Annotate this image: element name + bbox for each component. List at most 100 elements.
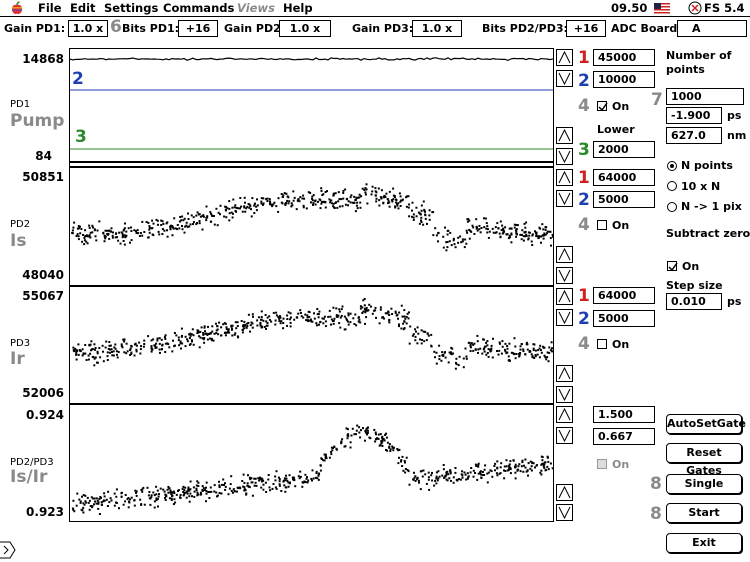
data-point	[500, 352, 503, 355]
data-point	[345, 198, 348, 201]
pd3-upper-gate-field[interactable]: 64000	[593, 287, 655, 304]
pd3-lower-up-arrow-button[interactable]	[556, 365, 573, 382]
number-of-points-field[interactable]: 1000	[666, 88, 744, 105]
data-point	[155, 499, 158, 502]
pd2-lower-down-arrow-button[interactable]	[556, 267, 573, 284]
data-point	[358, 193, 361, 196]
menu-settings[interactable]: Settings	[104, 1, 159, 15]
start-button[interactable]: Start	[666, 503, 742, 523]
data-point	[357, 320, 360, 323]
data-point	[514, 229, 517, 232]
data-point	[420, 342, 423, 345]
data-point	[251, 197, 254, 200]
ratio-lower-down-arrow-button[interactable]	[556, 504, 573, 521]
data-point	[435, 477, 438, 480]
position-field[interactable]: -1.900	[666, 107, 722, 124]
data-point	[474, 472, 476, 474]
data-point	[266, 322, 269, 324]
pd3-down-arrow-button[interactable]	[556, 309, 573, 326]
pd1-down-arrow-button[interactable]	[556, 70, 573, 87]
data-point	[328, 309, 331, 312]
data-point	[504, 226, 507, 229]
ratio-upper-gate-field[interactable]: 1.500	[593, 406, 655, 423]
gain-pd1-field[interactable]: 1.0 x	[68, 20, 108, 37]
bits-pd1-field[interactable]: +16	[178, 20, 218, 37]
ratio-up-arrow-button[interactable]	[556, 406, 573, 423]
data-point	[85, 240, 88, 243]
pd1-upper-gate-field[interactable]: 45000	[593, 49, 655, 66]
pd3-gate-marker-1: 1	[578, 286, 590, 306]
data-point	[89, 343, 92, 346]
pd1-on-checkbox[interactable]	[597, 101, 608, 112]
data-point	[93, 228, 96, 231]
data-point	[193, 495, 196, 498]
n-points-radio[interactable]	[667, 161, 677, 171]
wavelength-field[interactable]: 627.0	[666, 127, 722, 144]
data-point	[243, 486, 246, 489]
data-point	[252, 315, 254, 318]
subtract-zero-checkbox[interactable]	[667, 261, 678, 272]
10xn-radio[interactable]	[667, 181, 677, 191]
app-icon[interactable]	[688, 1, 702, 15]
pd2-up-arrow-button[interactable]	[556, 169, 573, 186]
us-flag-icon[interactable]	[654, 3, 670, 14]
menu-file[interactable]: File	[38, 1, 62, 15]
data-point	[490, 344, 493, 347]
menu-help[interactable]: Help	[283, 1, 313, 15]
pd2-lower-gate-field[interactable]: 5000	[593, 191, 655, 208]
n-to-1pix-radio[interactable]	[667, 202, 677, 212]
data-point	[453, 243, 456, 246]
pd1-lower-threshold-field[interactable]: 2000	[593, 141, 655, 158]
adc-board-field[interactable]: A	[677, 20, 747, 37]
data-point	[255, 205, 258, 208]
data-point	[187, 218, 190, 220]
exit-button[interactable]: Exit	[666, 533, 742, 553]
pd2-on-checkbox[interactable]	[597, 220, 607, 230]
gain-pd3-field[interactable]: 1.0 x	[412, 20, 462, 37]
pd3-gate-marker-2: 2	[578, 309, 590, 329]
pd3-on-checkbox[interactable]	[597, 339, 607, 349]
autoset-gate-button[interactable]: AutoSetGate	[666, 414, 746, 434]
data-point	[97, 502, 100, 505]
gain-pd2-field[interactable]: 1.0 x	[279, 20, 331, 37]
data-point	[287, 311, 290, 314]
data-point	[356, 424, 359, 427]
pd3-lower-down-arrow-button[interactable]	[556, 386, 573, 403]
data-point	[237, 207, 240, 210]
data-point	[161, 233, 164, 235]
data-point	[215, 332, 218, 335]
pd3-lower-gate-field[interactable]: 5000	[593, 310, 655, 327]
pd2-upper-gate-field[interactable]: 64000	[593, 169, 655, 186]
step-size-field[interactable]: 0.010	[666, 293, 722, 310]
apple-icon[interactable]	[10, 1, 24, 15]
data-point	[161, 348, 163, 351]
menu-edit[interactable]: Edit	[70, 1, 96, 15]
bits-pd23-field[interactable]: +16	[566, 20, 606, 37]
data-point	[404, 471, 407, 474]
data-point	[338, 198, 341, 201]
data-point	[541, 456, 544, 459]
data-point	[139, 498, 142, 501]
data-point	[236, 490, 238, 493]
menu-commands[interactable]: Commands	[163, 1, 235, 15]
data-point	[407, 470, 410, 473]
pd2-lower-up-arrow-button[interactable]	[556, 246, 573, 263]
pd1-lower-down-arrow-button[interactable]	[556, 148, 573, 165]
pd1-lower-gate-field[interactable]: 10000	[593, 71, 655, 88]
ratio-lower-gate-field[interactable]: 0.667	[593, 428, 655, 445]
data-point	[524, 458, 527, 461]
ratio-down-arrow-button[interactable]	[556, 427, 573, 444]
data-point	[415, 215, 418, 218]
menu-views[interactable]: Views	[237, 1, 275, 15]
window-tab-icon[interactable]	[0, 540, 16, 560]
single-button[interactable]: Single	[666, 474, 742, 494]
data-point	[286, 199, 289, 202]
pd3-up-arrow-button[interactable]	[556, 288, 573, 305]
pd1-up-arrow-button[interactable]	[556, 49, 573, 66]
ratio-on-checkbox[interactable]	[597, 459, 607, 469]
pd1-lower-up-arrow-button[interactable]	[556, 127, 573, 144]
ratio-lower-up-arrow-button[interactable]	[556, 484, 573, 501]
reset-gates-button[interactable]: Reset Gates	[666, 443, 742, 477]
pd2-down-arrow-button[interactable]	[556, 190, 573, 207]
data-point	[108, 344, 111, 347]
